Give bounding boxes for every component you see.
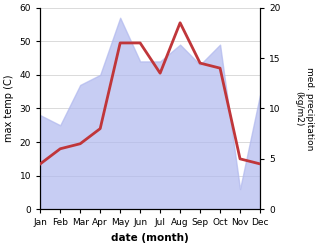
Y-axis label: med. precipitation
(kg/m2): med. precipitation (kg/m2) [294,67,314,150]
X-axis label: date (month): date (month) [111,233,189,243]
Y-axis label: max temp (C): max temp (C) [4,75,14,142]
